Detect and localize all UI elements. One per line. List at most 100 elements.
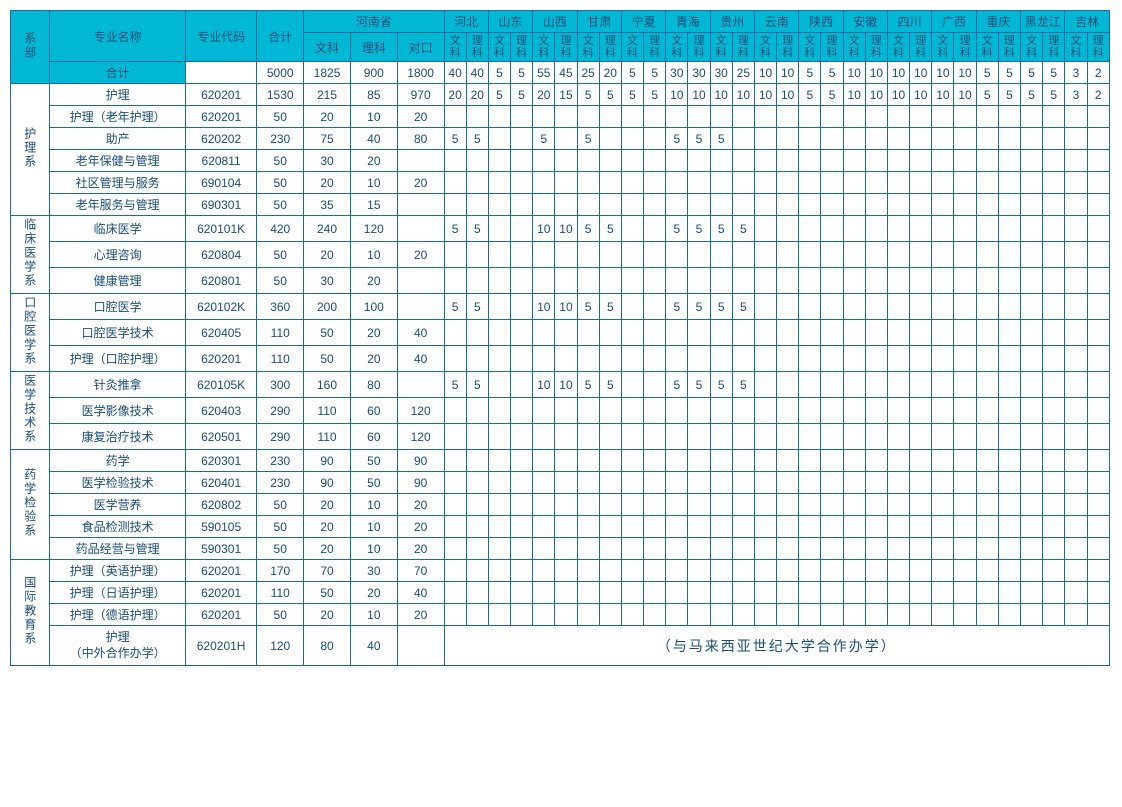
- dept-name-5: 国际教育系: [11, 560, 50, 666]
- prov-cell: [555, 106, 577, 128]
- prov-cell: [1087, 472, 1110, 494]
- prov-cell: 20: [444, 84, 466, 106]
- prov-cell: [577, 346, 599, 372]
- prov-cell: [511, 128, 533, 150]
- prov-cell: [1021, 494, 1043, 516]
- prov-cell: [444, 424, 466, 450]
- prov-cell: [577, 194, 599, 216]
- prov-cell: [932, 516, 954, 538]
- prov-cell: [644, 106, 666, 128]
- prov-cell: [1065, 128, 1087, 150]
- prov-cell: [533, 472, 555, 494]
- prov-cell: [843, 538, 865, 560]
- prov-cell: [976, 294, 998, 320]
- prov-cell: [732, 604, 754, 626]
- prov-cell: [1087, 372, 1110, 398]
- prov-cell: 10: [754, 84, 776, 106]
- prov-cell: [777, 194, 799, 216]
- prov-cell: [865, 494, 887, 516]
- major-total: 50: [257, 194, 304, 216]
- header-province-5: 青海: [666, 11, 710, 33]
- prov-cell: [754, 320, 776, 346]
- total-prov-11: 30: [688, 62, 710, 84]
- prov-cell: [533, 320, 555, 346]
- prov-cell: [887, 560, 909, 582]
- prov-cell: [732, 582, 754, 604]
- prov-cell: [821, 538, 843, 560]
- major-total: 1530: [257, 84, 304, 106]
- prov-cell: [976, 450, 998, 472]
- major-hn-dui: 40: [397, 320, 444, 346]
- prov-cell: [688, 150, 710, 172]
- major-code: 690104: [185, 172, 256, 194]
- prov-cell: [1021, 450, 1043, 472]
- header-sub-li: 理科: [555, 33, 577, 62]
- prov-cell: [998, 472, 1020, 494]
- prov-cell: [954, 242, 976, 268]
- dept-name-4: 药学检验系: [11, 450, 50, 560]
- prov-cell: 5: [1043, 84, 1065, 106]
- major-total: 50: [257, 106, 304, 128]
- prov-cell: [754, 604, 776, 626]
- prov-cell: [954, 294, 976, 320]
- prov-cell: [732, 450, 754, 472]
- prov-cell: [732, 538, 754, 560]
- prov-cell: [710, 494, 732, 516]
- prov-cell: 5: [511, 84, 533, 106]
- major-name: 护理（德语护理）: [50, 604, 185, 626]
- prov-cell: [621, 494, 643, 516]
- prov-cell: [998, 516, 1020, 538]
- prov-cell: [843, 604, 865, 626]
- prov-cell: [887, 294, 909, 320]
- major-hn-dui: 20: [397, 538, 444, 560]
- prov-cell: [533, 604, 555, 626]
- prov-cell: [754, 398, 776, 424]
- prov-cell: [843, 128, 865, 150]
- prov-cell: 20: [466, 84, 488, 106]
- prov-cell: [1065, 560, 1087, 582]
- prov-cell: [599, 346, 621, 372]
- prov-cell: [1043, 150, 1065, 172]
- prov-cell: [754, 538, 776, 560]
- prov-cell: [954, 172, 976, 194]
- prov-cell: [998, 450, 1020, 472]
- prov-cell: [511, 560, 533, 582]
- prov-cell: [644, 494, 666, 516]
- header-sub-wen: 文科: [577, 33, 599, 62]
- prov-cell: 5: [666, 128, 688, 150]
- prov-cell: 5: [599, 372, 621, 398]
- prov-cell: [998, 128, 1020, 150]
- prov-cell: [799, 582, 821, 604]
- prov-cell: [666, 106, 688, 128]
- prov-cell: [555, 268, 577, 294]
- header-province-14: 吉林: [1065, 11, 1110, 33]
- prov-cell: [910, 472, 932, 494]
- header-province-10: 四川: [887, 11, 931, 33]
- header-province-9: 安徽: [843, 11, 887, 33]
- total-prov-4: 55: [533, 62, 555, 84]
- major-code: 620801: [185, 268, 256, 294]
- total-prov-23: 10: [954, 62, 976, 84]
- prov-cell: [621, 172, 643, 194]
- prov-cell: 2: [1087, 84, 1110, 106]
- prov-cell: [910, 150, 932, 172]
- prov-cell: [976, 604, 998, 626]
- major-code: 620101K: [185, 216, 256, 242]
- header-sub-wen: 文科: [843, 33, 865, 62]
- prov-cell: [865, 242, 887, 268]
- prov-cell: [710, 472, 732, 494]
- prov-cell: [1065, 150, 1087, 172]
- prov-cell: [511, 242, 533, 268]
- prov-cell: [887, 372, 909, 398]
- total-code: [185, 62, 256, 84]
- major-hn-dui: 20: [397, 494, 444, 516]
- prov-cell: 5: [998, 84, 1020, 106]
- major-hn-wen: 30: [304, 268, 351, 294]
- prov-cell: [732, 194, 754, 216]
- prov-cell: [754, 194, 776, 216]
- prov-cell: [444, 194, 466, 216]
- header-code: 专业代码: [185, 11, 256, 62]
- major-name: 护理: [50, 84, 185, 106]
- prov-cell: [599, 450, 621, 472]
- prov-cell: [976, 128, 998, 150]
